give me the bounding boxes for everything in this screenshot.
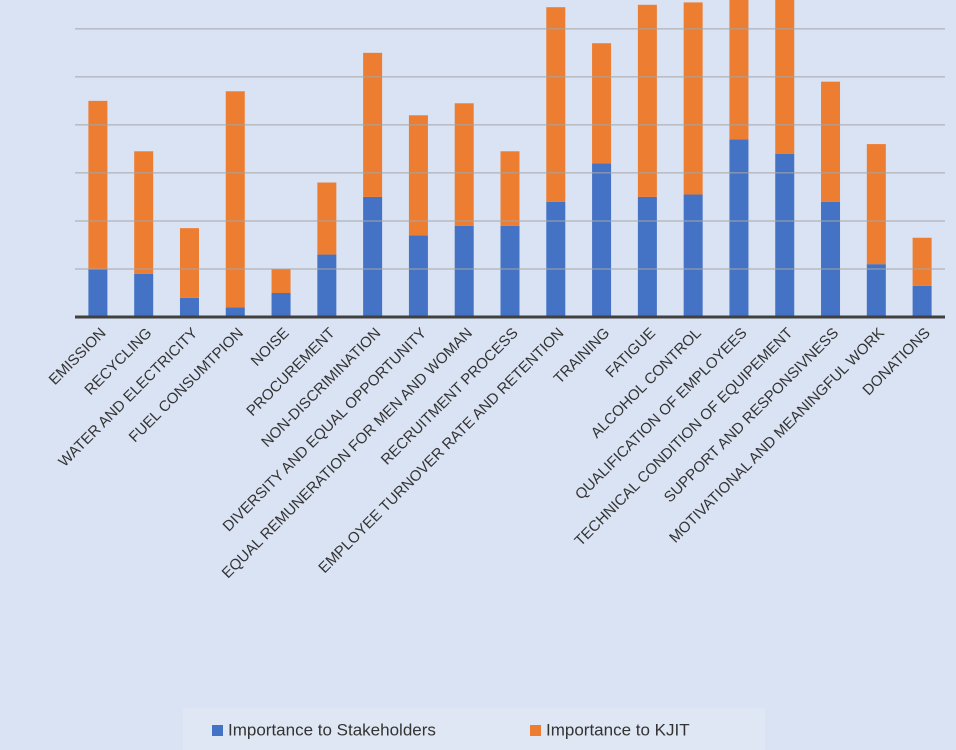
bar-segment: [500, 225, 520, 317]
bar-segment: [912, 285, 932, 317]
bar-segment: [729, 0, 749, 140]
bar-segment: [683, 194, 703, 317]
bar-segment: [408, 115, 428, 236]
legend-label: Importance to KJIT: [546, 720, 690, 739]
bar-segment: [88, 268, 108, 317]
plot: [88, 0, 932, 317]
legend-swatch: [530, 725, 541, 736]
legend-label: Importance to Stakeholders: [228, 720, 436, 739]
bar-segment: [363, 196, 383, 317]
bar-segment: [134, 151, 154, 274]
bar-segment: [592, 43, 612, 164]
bar-segment: [821, 201, 841, 317]
bar-segment: [729, 139, 749, 317]
bar-segment: [546, 201, 566, 317]
legend-swatch: [212, 725, 223, 736]
bar-segment: [546, 7, 566, 202]
bar-segment: [271, 268, 291, 293]
bar-segment: [592, 163, 612, 317]
bar-segment: [225, 307, 245, 317]
bar-segment: [637, 196, 657, 317]
bar-segment: [179, 297, 199, 317]
bar-segment: [454, 225, 474, 317]
bar-segment: [134, 273, 154, 317]
bar-segment: [88, 100, 108, 269]
bar-segment: [821, 81, 841, 202]
legend-box: [183, 708, 765, 750]
bar-segment: [866, 264, 886, 317]
bar-segment: [683, 2, 703, 195]
bar-segment: [317, 254, 337, 317]
bar-segment: [775, 153, 795, 317]
bar-segment: [866, 144, 886, 265]
bar-segment: [179, 228, 199, 298]
bar-segment: [912, 237, 932, 286]
bar-segment: [225, 91, 245, 308]
bar-segment: [317, 182, 337, 255]
bar-segment: [637, 4, 657, 197]
bar-segment: [500, 151, 520, 226]
bar-segment: [271, 292, 291, 317]
bar-segment: [454, 103, 474, 226]
bar-segment: [408, 235, 428, 317]
